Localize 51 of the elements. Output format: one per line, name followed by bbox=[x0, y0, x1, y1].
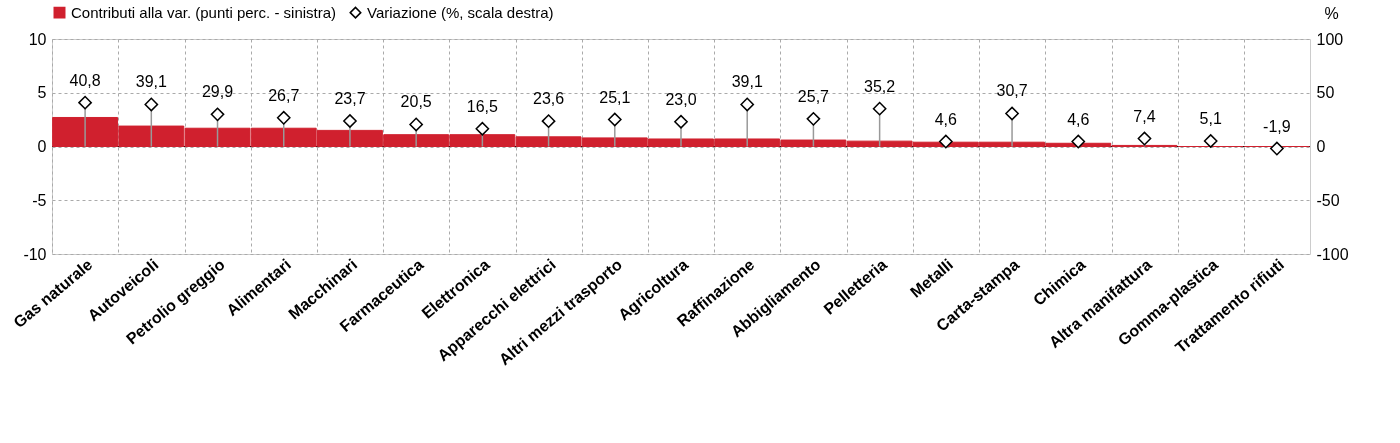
point bbox=[740, 97, 755, 112]
y-tick-label: -10 bbox=[23, 245, 47, 263]
point bbox=[343, 114, 357, 128]
data-label: 35,2 bbox=[864, 77, 896, 95]
data-label: 29,9 bbox=[201, 83, 234, 101]
y-tick-label: 10 bbox=[28, 30, 47, 48]
y2-tick-label: -50 bbox=[1316, 191, 1340, 209]
y2-tick-label: 0 bbox=[1316, 138, 1326, 155]
y-tick-label: -5 bbox=[32, 191, 47, 209]
data-label: 4,6 bbox=[934, 110, 958, 128]
data-label: 25,7 bbox=[797, 87, 830, 105]
data-label: 39,1 bbox=[731, 73, 763, 91]
y-tick-label: 5 bbox=[37, 84, 47, 102]
y2-axis-title: % bbox=[1324, 4, 1339, 22]
data-label: 20,5 bbox=[400, 93, 432, 111]
y-tick-label: 0 bbox=[37, 138, 47, 155]
data-label: 30,7 bbox=[996, 82, 1028, 100]
point bbox=[872, 101, 887, 116]
point bbox=[144, 97, 159, 112]
data-label: 39,1 bbox=[135, 73, 167, 91]
point bbox=[276, 110, 291, 125]
legend-label: Variazione (%, scala destra) bbox=[367, 3, 554, 21]
data-label: 23,7 bbox=[334, 90, 366, 108]
data-label: 23,0 bbox=[665, 90, 697, 108]
point bbox=[475, 121, 490, 136]
data-label: 23,6 bbox=[533, 90, 565, 108]
point bbox=[1137, 131, 1152, 146]
point bbox=[78, 95, 92, 110]
point bbox=[1071, 134, 1086, 149]
data-label: 5,1 bbox=[1199, 110, 1222, 128]
point bbox=[806, 112, 821, 126]
point bbox=[541, 114, 556, 128]
data-label: 7,4 bbox=[1133, 107, 1156, 125]
data-label: 40,8 bbox=[69, 71, 101, 89]
y2-tick-label: 50 bbox=[1316, 84, 1335, 102]
point bbox=[607, 112, 622, 127]
data-label: 26,7 bbox=[268, 86, 300, 104]
point bbox=[674, 114, 688, 129]
point bbox=[1203, 134, 1218, 148]
data-label: -1,9 bbox=[1263, 117, 1291, 135]
point bbox=[938, 134, 953, 149]
y2-tick-label: -100 bbox=[1316, 245, 1349, 263]
data-label: 25,1 bbox=[599, 88, 631, 106]
data-label: 16,5 bbox=[466, 97, 499, 115]
point bbox=[409, 117, 424, 132]
point bbox=[1270, 141, 1284, 156]
data-label: 4,6 bbox=[1067, 110, 1090, 128]
point bbox=[210, 107, 225, 122]
point bbox=[1005, 106, 1019, 121]
legend-label: Contributi alla var. (punti perc. - sinistra) bbox=[71, 3, 337, 21]
y2-tick-label: 100 bbox=[1316, 30, 1344, 48]
